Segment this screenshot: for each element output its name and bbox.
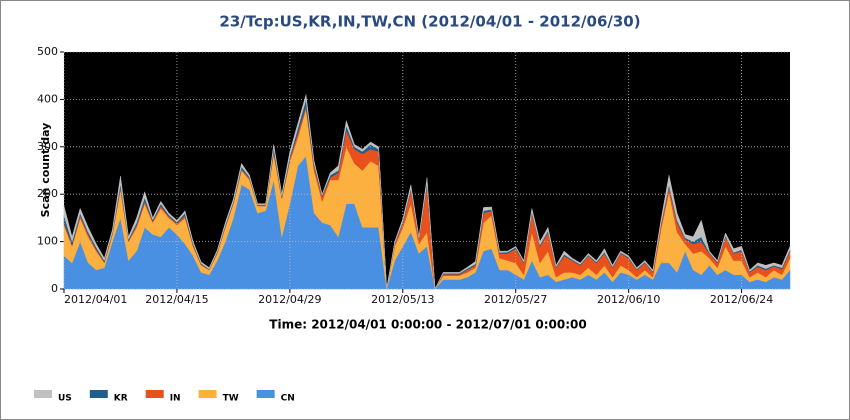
legend-swatch <box>145 390 164 398</box>
legend-swatch <box>34 390 52 398</box>
legend-label: IN <box>170 394 181 404</box>
x-tick-label: 2012/04/01 <box>64 293 127 306</box>
legend-label: KR <box>114 394 128 404</box>
x-axis-label: Time: 2012/04/01 0:00:00 - 2012/07/01 0:… <box>269 318 586 332</box>
y-tick-label: 400 <box>37 92 58 105</box>
x-tick-label: 2012/06/10 <box>597 293 660 306</box>
area <box>63 94 791 290</box>
y-tick-label: 500 <box>37 45 58 58</box>
legend-label: TW <box>223 394 239 404</box>
x-tick-label: 2012/06/24 <box>710 293 773 306</box>
legend-swatch <box>89 390 108 398</box>
legend-label: CN <box>281 394 295 404</box>
y-tick-label: 200 <box>37 187 58 200</box>
y-axis-label: Scan count/day <box>39 123 52 218</box>
y-tick-label: 300 <box>37 140 58 153</box>
legend-swatch <box>198 390 217 398</box>
x-tick-label: 2012/05/27 <box>484 293 547 306</box>
y-tick-label: 0 <box>51 282 58 295</box>
legend-label: US <box>58 394 72 404</box>
legend-swatch <box>256 390 275 398</box>
x-tick-label: 2012/04/29 <box>258 293 321 306</box>
x-tick-label: 2012/04/15 <box>145 293 208 306</box>
x-tick-label: 2012/05/13 <box>371 293 434 306</box>
chart-title: 23/Tcp:US,KR,IN,TW,CN (2012/04/01 - 2012… <box>219 13 640 31</box>
y-tick-label: 100 <box>37 235 58 248</box>
